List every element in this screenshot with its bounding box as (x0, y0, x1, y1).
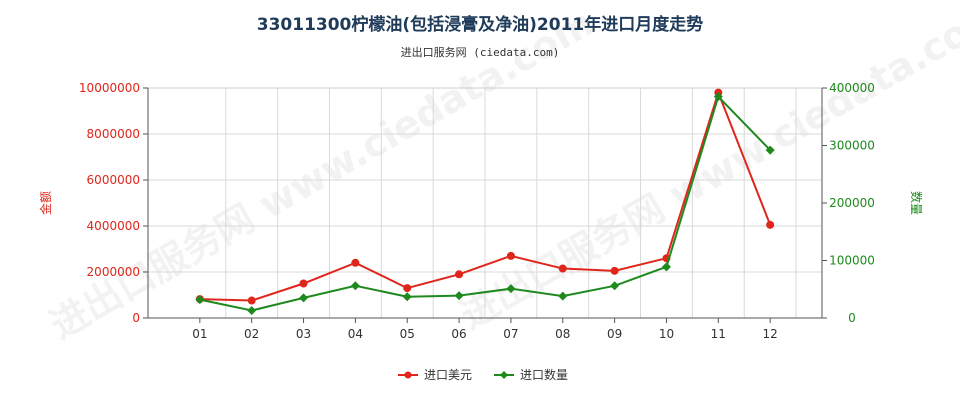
series-1-point (558, 264, 567, 273)
y-right-tick-label: 300000 (829, 139, 875, 153)
y-right-tick-label: 0 (848, 311, 856, 325)
series-2-point (713, 92, 723, 102)
y-left-tick-label: 10000000 (79, 81, 140, 95)
series-1-point (299, 279, 308, 288)
x-tick-label: 06 (451, 327, 466, 341)
grid-layer (147, 87, 823, 319)
axes-layer (143, 87, 827, 323)
legend-item-2: 进口数量 (494, 367, 568, 382)
legend-item-1: 进口美元 (398, 368, 472, 382)
y-left-tick-label: 0 (132, 311, 140, 325)
series-2-point (765, 145, 775, 155)
series-2-line (199, 94, 771, 312)
series-2-point (402, 292, 412, 302)
chart-subtitle: 进出口服务网 (ciedata.com) (401, 45, 560, 59)
x-tick-label: 04 (348, 327, 363, 341)
series-2-point (454, 291, 464, 301)
y-left-axis-title: 金额 (38, 191, 53, 215)
x-tick-label: 02 (244, 327, 259, 341)
x-tick-label: 08 (555, 327, 570, 341)
x-tick-label: 11 (711, 327, 726, 341)
series-1-point (766, 220, 775, 229)
legend-item-2-label: 进口数量 (520, 367, 568, 382)
series-2-point (247, 306, 257, 316)
legend-item-2-swatch-marker (500, 371, 508, 379)
series-2-point (558, 291, 568, 301)
y-left-tick-label: 4000000 (87, 219, 140, 233)
series-1-point (455, 270, 464, 279)
series-1-point (610, 266, 619, 275)
series-1-point (506, 251, 515, 260)
y-right-tick-label: 400000 (829, 81, 875, 95)
x-tick-label: 05 (400, 327, 415, 341)
ticks-layer: 0200000040000006000000800000010000000010… (79, 81, 875, 341)
chart-title: 33011300柠檬油(包括浸膏及净油)2011年进口月度走势 (257, 14, 703, 35)
series-2-point (350, 281, 360, 291)
y-right-tick-label: 200000 (829, 196, 875, 210)
series-layer (195, 88, 775, 316)
series-2-point (610, 281, 620, 291)
legend: 进口美元 进口数量 (398, 367, 568, 382)
y-left-tick-label: 2000000 (87, 265, 140, 279)
y-left-tick-label: 8000000 (87, 127, 140, 141)
x-tick-label: 01 (192, 327, 207, 341)
x-tick-label: 12 (763, 327, 778, 341)
series-1-point (247, 296, 256, 305)
series-1-line (199, 89, 772, 302)
x-tick-label: 03 (296, 327, 311, 341)
series-1-point (403, 284, 412, 293)
series-2-point (299, 293, 309, 303)
series-2-point (506, 284, 516, 294)
series-2-point (661, 262, 671, 272)
legend-item-1-swatch-marker (404, 371, 412, 379)
x-tick-label: 07 (503, 327, 518, 341)
x-tick-label: 09 (607, 327, 622, 341)
y-left-tick-label: 6000000 (87, 173, 140, 187)
x-tick-label: 10 (659, 327, 674, 341)
legend-item-1-label: 进口美元 (424, 368, 472, 382)
y-right-axis-title: 数量 (909, 191, 924, 215)
series-2-point (195, 295, 205, 305)
y-right-tick-label: 100000 (829, 254, 875, 268)
series-1-point (351, 258, 360, 267)
